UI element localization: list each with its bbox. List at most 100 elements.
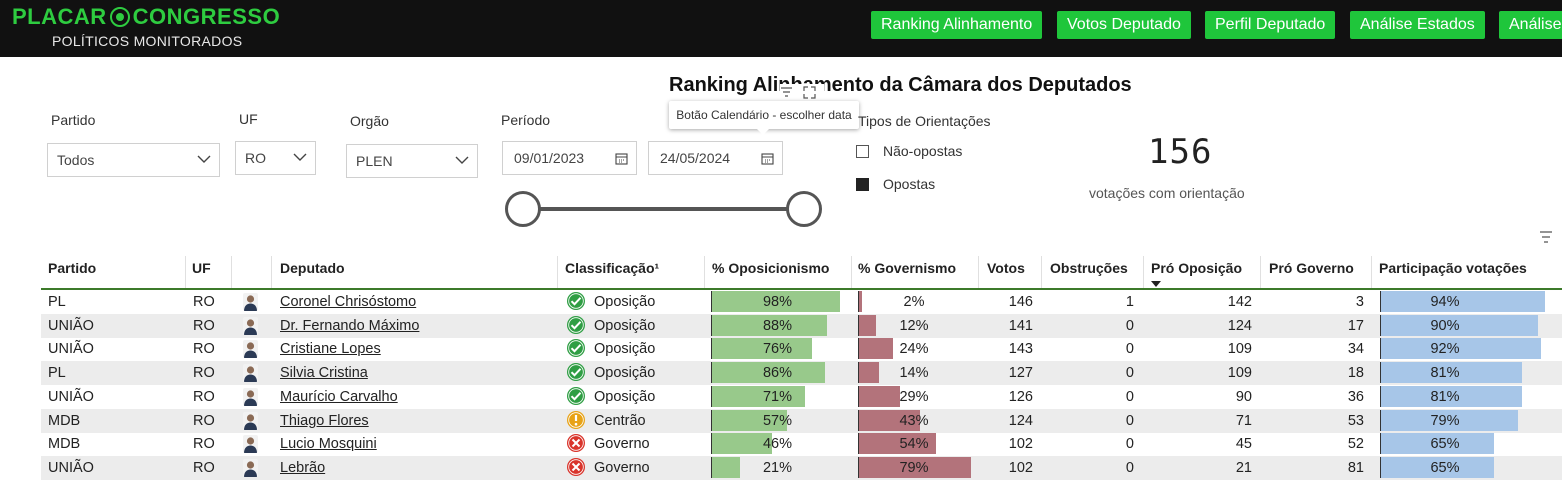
nav-ranking-alinhamento-button[interactable]: Ranking Alinhamento [871, 11, 1043, 39]
column-divider [978, 256, 979, 290]
header-votos[interactable]: Votos [987, 260, 1025, 276]
header-deputado[interactable]: Deputado [280, 260, 345, 276]
oposicionismo-axis [711, 456, 712, 478]
nav-votos-deputado-button[interactable]: Votos Deputado [1057, 11, 1191, 39]
nav-analise-button[interactable]: Análise [1499, 11, 1562, 39]
pro-governo-cell: 34 [1347, 341, 1364, 358]
participacao-label: 90% [1430, 317, 1460, 334]
table-row[interactable]: UNIÃO RO Cristiane Lopes Oposição 76% 24% 143 0… [41, 337, 1562, 361]
deputado-link[interactable]: Lucio Mosquini [280, 436, 377, 453]
table-row[interactable]: MDB RO Lucio Mosquini Governo 46% 54% 102 0 45 52… [41, 432, 1562, 456]
header-oposicionismo[interactable]: % Oposicionismo [712, 260, 830, 276]
uf-dropdown[interactable]: RO [235, 141, 316, 175]
deputado-link[interactable]: Dr. Fernando Máximo [280, 317, 420, 334]
nav-perfil-deputado-button[interactable]: Perfil Deputado [1205, 11, 1336, 39]
table-row[interactable]: MDB RO Thiago Flores Centrão 57% 43% 124 0 71 53 7… [41, 408, 1562, 433]
calendar-icon[interactable] [761, 152, 774, 165]
calendar-icon[interactable] [615, 152, 628, 165]
orgao-value: PLEN [356, 153, 393, 169]
participacao-axis [1380, 314, 1381, 336]
pro-oposicao-cell: 142 [1227, 294, 1252, 310]
table-row[interactable]: UNIÃO RO Dr. Fernando Máximo Oposição 88% 12%… [41, 313, 1562, 338]
x-circle-icon [566, 457, 586, 477]
oposicionismo-label: 21% [762, 459, 793, 476]
avatar [243, 293, 258, 311]
focus-mode-icon[interactable] [803, 85, 816, 99]
table-row[interactable]: PL RO Silvia Cristina Oposição 86% 14% 127 0 109… [41, 361, 1562, 386]
pro-governo-cell: 53 [1347, 412, 1364, 429]
nav-analise-estados-button[interactable]: Análise Estados [1350, 11, 1485, 39]
check-circle-icon [566, 315, 586, 335]
avatar [243, 411, 258, 430]
pro-governo-cell: 36 [1347, 388, 1364, 405]
avatar [243, 458, 258, 477]
governismo-label: 2% [903, 294, 925, 310]
deputado-link[interactable]: Maurício Carvalho [280, 388, 398, 405]
obstrucoes-cell: 0 [1125, 412, 1134, 429]
header-uf[interactable]: UF [192, 260, 211, 276]
date-slider-end-handle[interactable] [786, 191, 822, 227]
end-date-value: 24/05/2024 [660, 150, 731, 166]
table-row[interactable]: PL RO Coronel Chrisóstomo Oposição 98% 2% 146 1… [41, 290, 1562, 314]
filter-icon[interactable] [780, 86, 793, 98]
participacao-bar [1381, 409, 1519, 431]
header-participacao[interactable]: Participação votações [1379, 260, 1527, 276]
logo-text-right: CONGRESSO [132, 4, 281, 29]
header-obstrucoes[interactable]: Obstruções [1050, 260, 1128, 276]
opostas-option[interactable]: Opostas [856, 176, 935, 192]
check-circle-icon [566, 291, 586, 311]
classificacao-cell: Governo [594, 459, 650, 476]
header-classificacao[interactable]: Classificação¹ [565, 260, 660, 276]
participacao-axis [1380, 385, 1381, 407]
table-filter-icon[interactable] [1539, 231, 1553, 243]
governismo-label: 24% [899, 341, 929, 358]
participacao-axis [1380, 456, 1381, 478]
page-title: Ranking Alinhamento da Câmara dos Deputa… [669, 74, 1132, 96]
orgao-dropdown[interactable]: PLEN [346, 144, 478, 178]
participacao-axis [1380, 291, 1381, 312]
participacao-label: 92% [1430, 341, 1460, 358]
start-date-value: 09/01/2023 [514, 150, 585, 166]
uf-cell: RO [193, 412, 215, 429]
uf-cell: RO [193, 317, 215, 334]
date-slider-start-handle[interactable] [505, 191, 541, 227]
partido-cell: MDB [48, 436, 81, 453]
column-divider [1371, 256, 1372, 290]
deputado-link[interactable]: Cristiane Lopes [280, 341, 381, 358]
votos-cell: 141 [1008, 317, 1033, 334]
header-governismo[interactable]: % Governismo [858, 260, 957, 276]
classificacao-cell: Oposição [594, 388, 656, 405]
participacao-bar [1381, 456, 1495, 478]
date-slider-track[interactable] [523, 207, 803, 211]
avatar [243, 340, 258, 359]
oposicionismo-bar [712, 314, 828, 336]
deputado-link[interactable]: Coronel Chrisóstomo [280, 294, 417, 310]
checkbox-unchecked[interactable] [856, 144, 869, 158]
nao-opostas-option[interactable]: Não-opostas [856, 143, 962, 159]
header-pro-governo[interactable]: Pró Governo [1269, 260, 1354, 276]
deputado-link[interactable]: Thiago Flores [280, 412, 369, 429]
pro-oposicao-cell: 71 [1235, 412, 1252, 429]
oposicionismo-axis [711, 314, 712, 336]
deputado-link[interactable]: Silvia Cristina [280, 365, 368, 382]
header-partido[interactable]: Partido [48, 260, 97, 276]
table-row[interactable]: UNIÃO RO Lebrão Governo 21% 79% 102 0 21 81 65% [41, 455, 1562, 480]
partido-value: Todos [57, 152, 95, 168]
governismo-axis [858, 362, 859, 384]
logo: PLACAR CONGRESSO POLÍTICOS MONITORADOS [12, 4, 302, 50]
check-circle-icon [566, 362, 586, 382]
checkbox-checked[interactable] [856, 177, 869, 191]
orientacoes-label: Tipos de Orientações [858, 113, 991, 129]
deputado-link[interactable]: Lebrão [280, 459, 326, 476]
participacao-axis [1380, 362, 1381, 384]
partido-dropdown[interactable]: Todos [47, 143, 220, 177]
end-date-input[interactable]: 24/05/2024 [648, 141, 783, 175]
header-pro-oposicao[interactable]: Pró Oposição [1151, 260, 1243, 276]
oposicionismo-label: 57% [762, 412, 793, 429]
votos-cell: 126 [1008, 388, 1033, 405]
oposicionismo-label: 88% [762, 317, 793, 334]
table-row[interactable]: UNIÃO RO Maurício Carvalho Oposição 71% 29% 12… [41, 385, 1562, 409]
calendar-tooltip: Botão Calendário - escolher data [669, 101, 859, 135]
classificacao-cell: Oposição [594, 317, 656, 334]
start-date-input[interactable]: 09/01/2023 [502, 141, 637, 175]
